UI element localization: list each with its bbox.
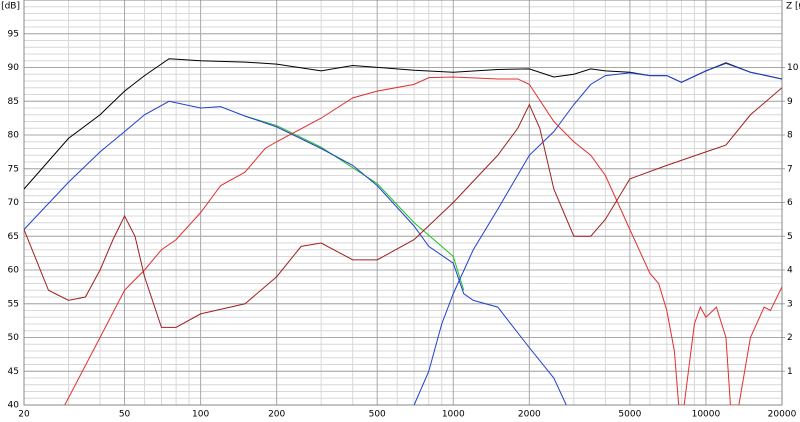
x-tick-label: 50	[119, 410, 131, 420]
grid	[23, 0, 785, 406]
y-tick-label: 85	[8, 97, 19, 107]
y-tick-label: 70	[8, 198, 20, 208]
x-tick-label: 5000	[618, 410, 641, 420]
plot-frame	[23, 0, 783, 406]
series-line	[24, 87, 782, 328]
y2-tick-label: 1	[787, 367, 793, 377]
series-line	[64, 76, 782, 405]
plot	[24, 58, 782, 405]
series-line	[413, 62, 782, 405]
y-tick-label: 95	[8, 29, 19, 39]
y2-tick-label: 7	[787, 164, 793, 174]
y-axis-label: [dB]	[1, 2, 20, 12]
y-tick-label: 40	[8, 401, 20, 411]
y-tick-label: 65	[8, 232, 19, 242]
y-tick-label: 50	[8, 333, 20, 343]
y2-tick-label: 2	[787, 333, 793, 343]
y-tick-label: 75	[8, 164, 19, 174]
x-tick-label: 20000	[768, 410, 797, 420]
y-tick-label: 55	[8, 299, 19, 309]
y2-tick-label: 9	[787, 97, 793, 107]
y2-tick-label: 4	[787, 266, 793, 276]
y2-tick-label: 10	[787, 63, 799, 73]
x-tick-label: 1000	[442, 410, 465, 420]
y2-tick-label: 5	[787, 232, 793, 242]
y2-axis-label: Z [Ω]	[786, 2, 800, 12]
x-tick-label: 100	[192, 410, 209, 420]
y2-tick-label: 3	[787, 299, 793, 309]
y-tick-label: 45	[8, 367, 19, 377]
y-tick-label: 80	[8, 131, 20, 141]
y2-tick-label: 6	[787, 198, 793, 208]
series-line	[24, 58, 782, 190]
x-tick-label: 2000	[518, 410, 541, 420]
series-line	[24, 100, 567, 405]
series-line	[244, 115, 465, 291]
y-tick-label: 90	[8, 63, 20, 73]
x-tick-label: 10000	[692, 410, 721, 420]
y2-tick-label: 8	[787, 131, 793, 141]
x-tick-label: 500	[369, 410, 386, 420]
x-tick-label: 20	[18, 410, 30, 420]
x-tick-label: 200	[268, 410, 285, 420]
y-tick-label: 60	[8, 266, 20, 276]
